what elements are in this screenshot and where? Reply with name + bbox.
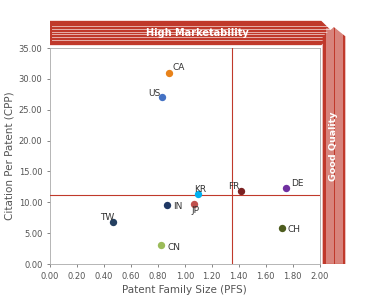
FancyArrow shape (323, 28, 345, 264)
FancyArrow shape (50, 22, 333, 44)
Point (159, 95, 165, 100)
Point (238, 188, 244, 193)
X-axis label: Patent Family Size (PFS): Patent Family Size (PFS) (122, 285, 247, 295)
Text: High Marketability: High Marketability (146, 28, 249, 38)
Text: CH: CH (287, 225, 300, 234)
Text: KR: KR (194, 185, 206, 194)
Point (283, 186, 289, 190)
Text: DE: DE (291, 179, 304, 188)
Text: IN: IN (172, 202, 182, 211)
Text: Good Quality: Good Quality (330, 112, 338, 182)
Point (191, 201, 198, 206)
Point (110, 220, 116, 224)
Y-axis label: Citation Per Patent (CPP): Citation Per Patent (CPP) (5, 92, 15, 220)
Point (279, 225, 285, 230)
Text: FR: FR (228, 182, 239, 191)
Text: CA: CA (172, 63, 185, 72)
Point (164, 203, 170, 208)
Text: TW: TW (100, 213, 114, 222)
Point (195, 192, 201, 197)
Text: US: US (148, 88, 161, 98)
Text: JP: JP (192, 206, 199, 215)
Point (157, 243, 164, 248)
Text: CN: CN (167, 243, 180, 252)
Point (166, 70, 172, 75)
